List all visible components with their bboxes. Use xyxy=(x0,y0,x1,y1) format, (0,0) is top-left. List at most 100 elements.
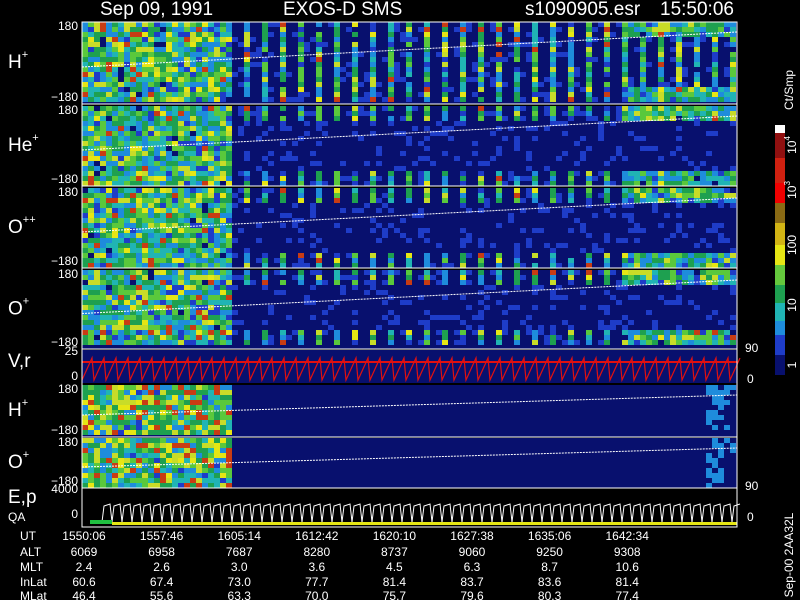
spectrogram-cell xyxy=(220,171,226,176)
spectrogram-cell xyxy=(262,62,268,67)
spectrogram-cell xyxy=(160,233,166,238)
panel-label-ion: H xyxy=(8,52,22,73)
spectrogram-cell xyxy=(682,263,688,268)
spectrogram-cell xyxy=(634,253,640,258)
spectrogram-cell xyxy=(658,295,664,300)
spectrogram-cell xyxy=(196,385,202,390)
spectrogram-cell xyxy=(94,47,100,52)
spectrogram-cell xyxy=(178,67,184,72)
spectrogram-cell xyxy=(82,27,88,32)
spectrogram-cell xyxy=(400,300,406,305)
spectrogram-cell xyxy=(166,106,172,111)
spectrogram-cell xyxy=(124,131,130,136)
spectrogram-cell xyxy=(370,22,376,27)
panel-label: O+ xyxy=(8,295,29,319)
spectrogram-cell xyxy=(268,32,274,37)
spectrogram-cell xyxy=(262,37,268,42)
spectrogram-cell xyxy=(652,280,658,285)
spectrogram-cell xyxy=(196,166,202,171)
spectrogram-cell xyxy=(388,116,394,121)
spectrogram-cell xyxy=(118,146,124,151)
spectrogram-cell xyxy=(514,136,520,141)
spectrogram-cell xyxy=(700,106,706,111)
row-label: ALT xyxy=(20,545,42,559)
spectrogram-cell xyxy=(718,263,724,268)
spectrogram-cell xyxy=(724,67,730,72)
spectrogram-cell xyxy=(166,97,172,102)
spectrogram-cell xyxy=(148,208,154,213)
spectrogram-cell xyxy=(262,87,268,92)
spectrogram-cell xyxy=(112,141,118,146)
spectrogram-cell xyxy=(586,253,592,258)
spectrogram-cell xyxy=(208,32,214,37)
spectrogram-cell xyxy=(424,32,430,37)
spectrogram-cell xyxy=(394,315,400,320)
y-tick-label: −180 xyxy=(51,254,78,268)
spectrogram-cell xyxy=(112,330,118,335)
spectrogram-cell xyxy=(490,22,496,27)
spectrogram-cell xyxy=(190,280,196,285)
spectrogram-cell xyxy=(106,161,112,166)
spectrogram-cell xyxy=(172,395,178,400)
spectrogram-cell xyxy=(262,77,268,82)
spectrogram-cell xyxy=(280,72,286,77)
spectrogram-cell xyxy=(100,161,106,166)
spectrogram-cell xyxy=(238,198,244,203)
spectrogram-cell xyxy=(190,92,196,97)
spectrogram-cell xyxy=(496,146,502,151)
spectrogram-cell xyxy=(334,263,340,268)
spectrogram-cell xyxy=(388,52,394,57)
spectrogram-cell xyxy=(154,166,160,171)
spectrogram-cell xyxy=(124,390,130,395)
spectrogram-cell xyxy=(112,203,118,208)
spectrogram-cell xyxy=(166,57,172,62)
spectrogram-cell xyxy=(142,468,148,473)
panel-label-charge: + xyxy=(23,449,29,461)
spectrogram-cell xyxy=(226,87,232,92)
spectrogram-cell xyxy=(106,27,112,32)
spectrogram-cell xyxy=(220,448,226,453)
spectrogram-cell xyxy=(82,161,88,166)
spectrogram-cell xyxy=(88,131,94,136)
spectrogram-cell xyxy=(718,395,724,400)
row-value: 9308 xyxy=(614,545,641,559)
spectrogram-cell xyxy=(388,193,394,198)
spectrogram-cell xyxy=(112,463,118,468)
spectrogram-cell xyxy=(622,27,628,32)
spectrogram-cell xyxy=(190,228,196,233)
spectrogram-cell xyxy=(226,52,232,57)
row-value: 83.7 xyxy=(460,575,484,589)
spectrogram-cell xyxy=(190,405,196,410)
spectrogram-cell xyxy=(556,335,562,340)
spectrogram-cell xyxy=(586,27,592,32)
spectrogram-cell xyxy=(208,415,214,420)
spectrogram-cell xyxy=(154,203,160,208)
spectrogram-cell xyxy=(574,270,580,275)
spectrogram-cell xyxy=(472,67,478,72)
spectrogram-cell xyxy=(166,458,172,463)
spectrogram-cell xyxy=(298,330,304,335)
spectrogram-cell xyxy=(298,22,304,27)
spectrogram-cell xyxy=(214,233,220,238)
spectrogram-cell xyxy=(214,425,220,430)
spectrogram-cell xyxy=(94,453,100,458)
spectrogram-cell xyxy=(118,141,124,146)
spectrogram-cell xyxy=(604,72,610,77)
spectrogram-cell xyxy=(112,121,118,126)
spectrogram-cell xyxy=(190,181,196,186)
spectrogram-cell xyxy=(280,22,286,27)
spectrogram-cell xyxy=(154,415,160,420)
spectrogram-cell xyxy=(100,82,106,87)
panel-label: O++ xyxy=(8,214,36,238)
spectrogram-cell xyxy=(532,57,538,62)
spectrogram-cell xyxy=(712,410,718,415)
spectrogram-cell xyxy=(172,97,178,102)
spectrogram-cell xyxy=(136,320,142,325)
spectrogram-cell xyxy=(154,106,160,111)
row-label: MLat xyxy=(20,589,47,600)
spectrogram-cell xyxy=(112,106,118,111)
spectrogram-cell xyxy=(166,335,172,340)
spectrogram-cell xyxy=(352,335,358,340)
spectrogram-cell xyxy=(88,270,94,275)
spectrogram-cell xyxy=(586,52,592,57)
